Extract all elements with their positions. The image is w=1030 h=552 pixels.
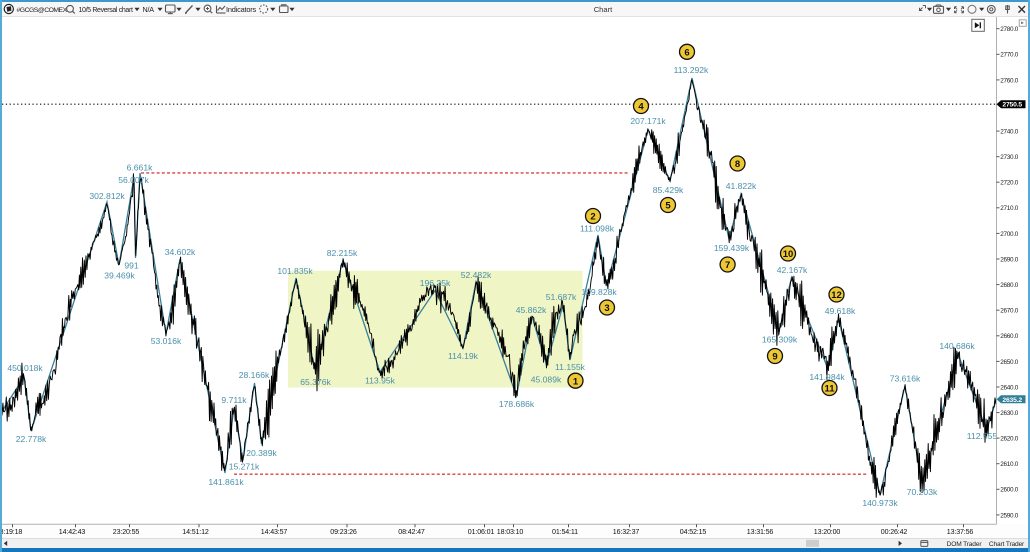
svg-text:82.215k: 82.215k bbox=[327, 248, 358, 258]
svg-text:113.292k: 113.292k bbox=[674, 65, 709, 75]
svg-text:6.661k: 6.661k bbox=[127, 163, 154, 173]
svg-text:2770.0: 2770.0 bbox=[1000, 52, 1018, 59]
svg-text:2640.0: 2640.0 bbox=[1000, 384, 1018, 391]
svg-text:2610.0: 2610.0 bbox=[1000, 461, 1018, 468]
svg-text:2780.0: 2780.0 bbox=[1000, 26, 1018, 33]
svg-text:109.828k: 109.828k bbox=[581, 287, 617, 297]
svg-text:70.203k: 70.203k bbox=[907, 487, 938, 497]
svg-text:08:42:47: 08:42:47 bbox=[398, 528, 425, 536]
svg-text:4: 4 bbox=[638, 102, 644, 113]
svg-text:141.861k: 141.861k bbox=[208, 477, 244, 487]
svg-text:140.686k: 140.686k bbox=[939, 341, 975, 351]
svg-text:1: 1 bbox=[573, 376, 579, 387]
svg-text:52.482k: 52.482k bbox=[461, 270, 492, 280]
svg-text:56.007k: 56.007k bbox=[118, 175, 149, 185]
svg-text:10/5 Reversal chart: 10/5 Reversal chart bbox=[79, 7, 133, 14]
svg-text:450.018k: 450.018k bbox=[7, 363, 43, 373]
svg-text:85.429k: 85.429k bbox=[653, 185, 684, 195]
svg-text:53.016k: 53.016k bbox=[151, 336, 182, 346]
svg-text:5: 5 bbox=[665, 201, 671, 212]
svg-text:12: 12 bbox=[831, 290, 842, 301]
svg-text:13:37:56: 13:37:56 bbox=[947, 528, 974, 536]
svg-text:2710.0: 2710.0 bbox=[1000, 205, 1018, 212]
svg-text:2750.5: 2750.5 bbox=[1002, 102, 1022, 109]
svg-text:2650.0: 2650.0 bbox=[1000, 359, 1018, 366]
svg-text:65.376k: 65.376k bbox=[300, 377, 331, 387]
svg-text:114.19k: 114.19k bbox=[448, 351, 479, 361]
svg-text:01:54:11: 01:54:11 bbox=[552, 528, 578, 536]
svg-text:2670.0: 2670.0 bbox=[1000, 308, 1018, 315]
svg-text:3: 3 bbox=[604, 303, 609, 314]
svg-text:2720.0: 2720.0 bbox=[1000, 180, 1018, 187]
svg-text:49.618k: 49.618k bbox=[825, 306, 856, 316]
svg-text:73.616k: 73.616k bbox=[890, 374, 921, 384]
svg-text:9.711k: 9.711k bbox=[221, 395, 247, 405]
svg-text:18:03:10: 18:03:10 bbox=[497, 528, 524, 536]
svg-text:196.25k: 196.25k bbox=[420, 278, 451, 288]
svg-text:10: 10 bbox=[783, 249, 794, 260]
svg-text:#GCGS@COMEX: #GCGS@COMEX bbox=[17, 7, 68, 14]
svg-text:2: 2 bbox=[590, 212, 595, 223]
svg-text:41.822k: 41.822k bbox=[726, 181, 757, 191]
svg-text:207.171k: 207.171k bbox=[630, 116, 666, 126]
svg-text:991: 991 bbox=[124, 261, 139, 271]
svg-text:2660.0: 2660.0 bbox=[1000, 333, 1018, 340]
svg-text:34.602k: 34.602k bbox=[165, 247, 196, 257]
svg-text:178.686k: 178.686k bbox=[499, 399, 535, 409]
svg-text:11.155k: 11.155k bbox=[555, 362, 586, 372]
svg-text:23:19:18: 23:19:18 bbox=[0, 528, 22, 536]
svg-text:14:51:12: 14:51:12 bbox=[182, 528, 209, 536]
svg-text:39.469k: 39.469k bbox=[104, 271, 135, 281]
svg-text:140.973k: 140.973k bbox=[862, 498, 898, 508]
svg-text:Chart Trader: Chart Trader bbox=[989, 541, 1025, 548]
svg-text:15.271k: 15.271k bbox=[229, 462, 260, 472]
svg-text:23:20:55: 23:20:55 bbox=[113, 528, 140, 536]
svg-text:42.167k: 42.167k bbox=[777, 265, 808, 275]
svg-text:7: 7 bbox=[725, 260, 730, 271]
svg-text:2600.0: 2600.0 bbox=[1000, 487, 1018, 494]
svg-text:101.835k: 101.835k bbox=[277, 266, 313, 276]
svg-text:22.778k: 22.778k bbox=[16, 434, 47, 444]
svg-text:13:31:56: 13:31:56 bbox=[747, 528, 774, 536]
svg-text:2590.0: 2590.0 bbox=[1000, 512, 1018, 519]
svg-text:165.309k: 165.309k bbox=[762, 335, 798, 345]
svg-text:28.166k: 28.166k bbox=[239, 370, 270, 380]
svg-text:51.687k: 51.687k bbox=[546, 292, 577, 302]
svg-text:00:26:42: 00:26:42 bbox=[881, 528, 908, 536]
svg-text:45.862k: 45.862k bbox=[516, 305, 547, 315]
svg-text:N/A: N/A bbox=[143, 5, 155, 14]
svg-text:14:42:43: 14:42:43 bbox=[59, 528, 86, 536]
svg-text:2700.0: 2700.0 bbox=[1000, 231, 1018, 238]
svg-text:2690.0: 2690.0 bbox=[1000, 256, 1018, 263]
svg-text:9: 9 bbox=[772, 352, 777, 363]
svg-text:113.95k: 113.95k bbox=[365, 376, 396, 386]
svg-text:2760.0: 2760.0 bbox=[1000, 77, 1018, 84]
svg-text:11: 11 bbox=[824, 384, 835, 395]
svg-text:Chart: Chart bbox=[594, 5, 613, 14]
svg-text:2680.0: 2680.0 bbox=[1000, 282, 1018, 289]
svg-text:09:23:26: 09:23:26 bbox=[330, 528, 357, 536]
svg-text:04:52:15: 04:52:15 bbox=[680, 528, 707, 536]
svg-text:DOM Trader: DOM Trader bbox=[947, 541, 983, 548]
svg-text:2630.0: 2630.0 bbox=[1000, 410, 1018, 417]
svg-text:2730.0: 2730.0 bbox=[1000, 154, 1018, 161]
svg-text:2620.0: 2620.0 bbox=[1000, 436, 1018, 443]
svg-text:111.098k: 111.098k bbox=[580, 224, 615, 234]
svg-text:159.439k: 159.439k bbox=[714, 243, 750, 253]
svg-text:2635.2: 2635.2 bbox=[1002, 397, 1022, 404]
svg-text:8: 8 bbox=[735, 159, 740, 170]
svg-text:45.089k: 45.089k bbox=[531, 375, 562, 385]
svg-text:Indicators: Indicators bbox=[226, 5, 257, 14]
svg-text:302.812k: 302.812k bbox=[89, 191, 125, 201]
svg-text:01:06:01: 01:06:01 bbox=[468, 528, 495, 536]
svg-text:13:20:00: 13:20:00 bbox=[814, 528, 841, 536]
svg-text:141.984k: 141.984k bbox=[809, 372, 845, 382]
svg-text:16:32:37: 16:32:37 bbox=[613, 528, 640, 536]
svg-text:6: 6 bbox=[684, 47, 689, 58]
svg-text:2740.0: 2740.0 bbox=[1000, 129, 1018, 136]
svg-text:20.389k: 20.389k bbox=[246, 448, 277, 458]
svg-text:14:43:57: 14:43:57 bbox=[261, 528, 288, 536]
svg-text:112.555: 112.555 bbox=[967, 431, 998, 441]
